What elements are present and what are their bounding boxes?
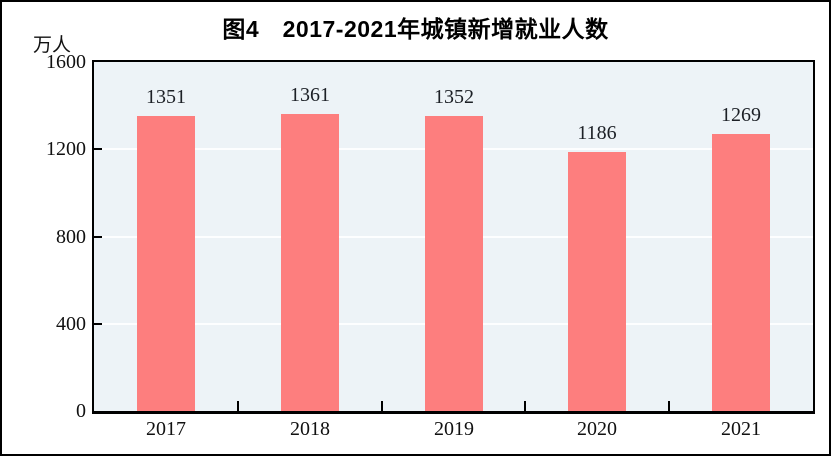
bar-2017 [137, 116, 195, 411]
x-axis-tick-label: 2021 [721, 418, 761, 440]
bar-2021 [712, 134, 770, 411]
y-axis-tick [94, 148, 102, 150]
bar-value-label: 1269 [721, 104, 761, 126]
bar-2018 [281, 114, 339, 411]
x-axis-tick [381, 401, 383, 411]
x-axis-tick [668, 401, 670, 411]
x-axis-tick-label: 2019 [434, 418, 474, 440]
x-axis-tick-label: 2018 [290, 418, 330, 440]
y-axis-tick-label: 400 [56, 313, 86, 335]
y-axis-unit-label: 万人 [33, 35, 72, 56]
y-axis-tick [94, 236, 102, 238]
y-axis-tick-label: 1600 [46, 51, 86, 73]
plot-inner [94, 62, 813, 411]
bar-value-label: 1352 [434, 86, 474, 108]
y-axis-tick [94, 323, 102, 325]
bar-value-label: 1361 [290, 84, 330, 106]
plot-area [92, 60, 815, 414]
bar-value-label: 1351 [146, 86, 186, 108]
chart-title: 图4 2017-2021年城镇新增就业人数 [222, 16, 609, 42]
bar-value-label: 1186 [577, 122, 617, 144]
x-axis-tick-label: 2020 [577, 418, 617, 440]
y-axis-tick-label: 1200 [46, 138, 86, 160]
x-axis-tick-label: 2017 [146, 418, 186, 440]
y-axis-tick-label: 0 [76, 400, 86, 422]
x-axis-tick [237, 401, 239, 411]
x-axis-tick [524, 401, 526, 411]
bar-2019 [425, 116, 483, 411]
y-axis-tick-label: 800 [56, 226, 86, 248]
bar-2020 [568, 152, 626, 411]
